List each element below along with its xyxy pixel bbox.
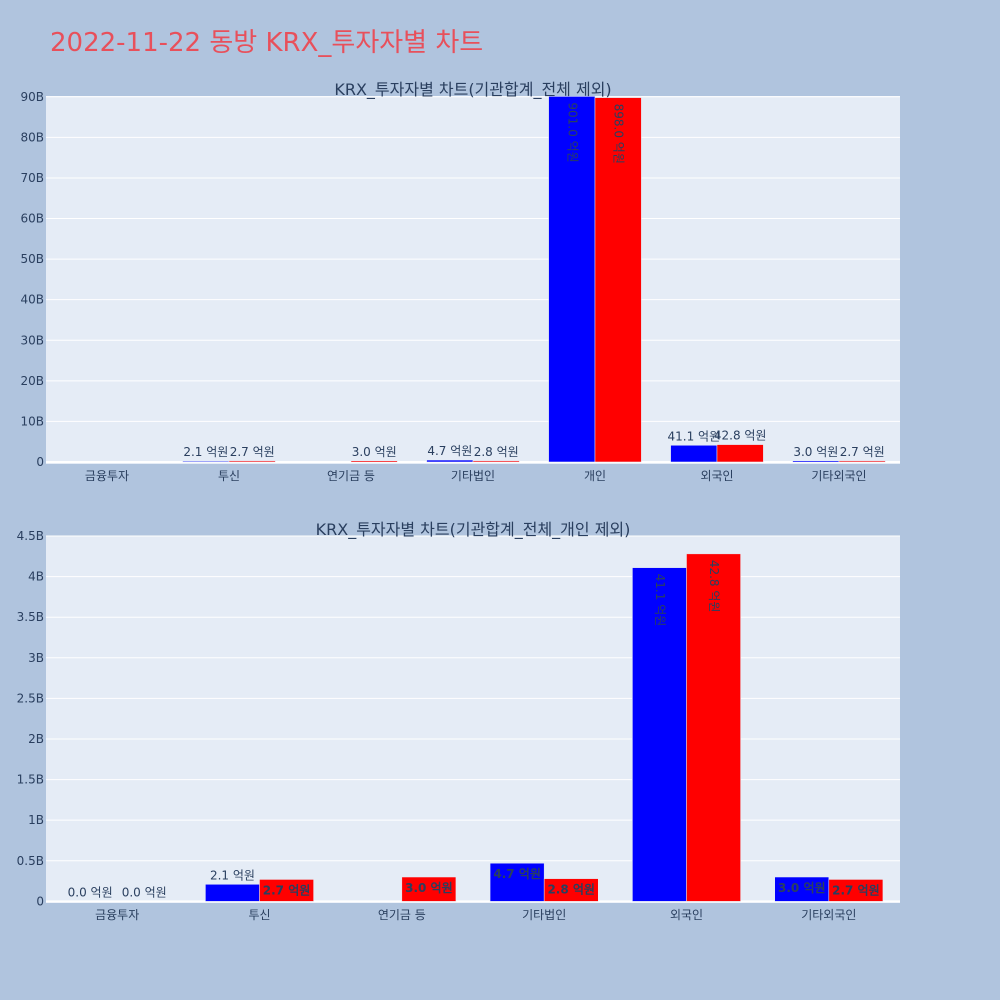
y-tick-label: 0.5B [17,854,44,868]
chart-title: KRX_투자자별 차트(기관합계_전체 제외) [334,80,611,100]
bar-sell [472,460,520,463]
data-label: 42.8 억원 [707,560,721,613]
x-tick-label: 기타외국인 [801,908,856,922]
data-label: 3.0 억원 [405,881,453,895]
bar-sell [828,879,884,902]
data-label: 2.8 억원 [474,445,519,459]
chart-title: KRX_투자자별 차트(기관합계_전체_개인 제외) [316,520,631,540]
bar-sell [543,878,599,902]
x-tick-label: 금융투자 [85,469,129,483]
y-tick-label: 3.5B [17,610,44,624]
y-tick-label: 1.5B [17,773,44,787]
data-label: 2.8 억원 [547,883,595,897]
y-tick-label: 4.5B [17,529,44,543]
y-tick-label: 1B [28,813,44,827]
y-tick-label: 70B [20,171,44,185]
x-tick-label: 투신 [248,908,270,922]
data-label: 3.0 억원 [778,881,826,895]
y-tick-label: 30B [20,333,44,347]
bar-buy [774,876,830,902]
data-label: 3.0 억원 [352,445,397,459]
data-label: 2.7 억원 [840,445,885,459]
y-tick-label: 50B [20,252,44,266]
bar-sell [838,460,886,463]
bar-sell [594,97,642,463]
chart-bottom: 0 0.5B 1B 1.5B 2B 2.5B 3B 3.5B 4B 4.5B KRX_투자자별 차트… [17,520,900,922]
y-tick-label: 0 [36,455,44,469]
bar-buy [182,460,230,463]
data-label: 0.0 억원 [68,885,113,899]
bar-sell [401,876,457,902]
data-label: 2.1 억원 [183,445,228,459]
y-tick-label: 4B [28,570,44,584]
data-label: 4.7 억원 [493,867,541,881]
data-label: 0.0 억원 [122,885,167,899]
y-tick-label: 0 [36,894,44,908]
bar-buy [632,567,687,902]
y-tick-label: 60B [20,212,44,226]
bar-buy [426,459,474,463]
x-tick-label: 연기금 등 [327,469,375,483]
bar-buy [548,96,596,463]
x-tick-label: 기타법인 [522,908,566,922]
y-tick-label: 2B [28,732,44,746]
data-label: 41.1 억원 [653,574,667,627]
data-label: 2.1 억원 [210,868,255,882]
data-label: 41.1 억원 [668,429,721,443]
x-tick-label: 연기금 등 [378,908,426,922]
x-tick-label: 투신 [218,469,240,483]
data-label: 2.7 억원 [230,445,275,459]
x-tick-label: 금융투자 [95,908,139,922]
x-tick-label: 외국인 [700,469,733,483]
bar-sell [350,460,398,463]
bar-sell [259,879,314,902]
y-tick-label: 80B [20,130,44,144]
data-label: 898.0 억원 [612,104,626,164]
bar-sell [686,553,741,902]
bar-buy [489,862,545,902]
plot-area [46,96,900,464]
data-label: 2.7 억원 [832,883,880,897]
data-label: 901.0 억원 [565,102,579,162]
bar-sell [228,460,276,463]
page-title: 2022-11-22 동방 KRX_투자자별 차트 [50,28,484,58]
y-tick-label: 3B [28,651,44,665]
data-label: 42.8 억원 [714,429,767,443]
y-tick-label: 90B [20,90,44,104]
y-tick-label: 10B [20,414,44,428]
bar-sell [716,444,764,463]
x-tick-label: 개인 [584,469,606,483]
bar-buy [792,460,840,463]
bar-buy [670,445,718,463]
plot-area [46,536,900,903]
chart-top: 0 10B 20B 30B 40B 50B 60B 70B 80B 90B KRX_투자자별 차트(… [20,80,900,483]
y-tick-label: 20B [20,374,44,388]
data-label: 4.7 억원 [427,444,472,458]
bar-buy [205,884,260,902]
data-label: 2.7 억원 [263,883,311,897]
x-tick-label: 기타법인 [451,469,495,483]
y-tick-label: 2.5B [17,691,44,705]
x-tick-label: 기타외국인 [811,469,866,483]
data-label: 3.0 억원 [793,445,838,459]
y-tick-label: 40B [20,293,44,307]
x-tick-label: 외국인 [670,908,703,922]
